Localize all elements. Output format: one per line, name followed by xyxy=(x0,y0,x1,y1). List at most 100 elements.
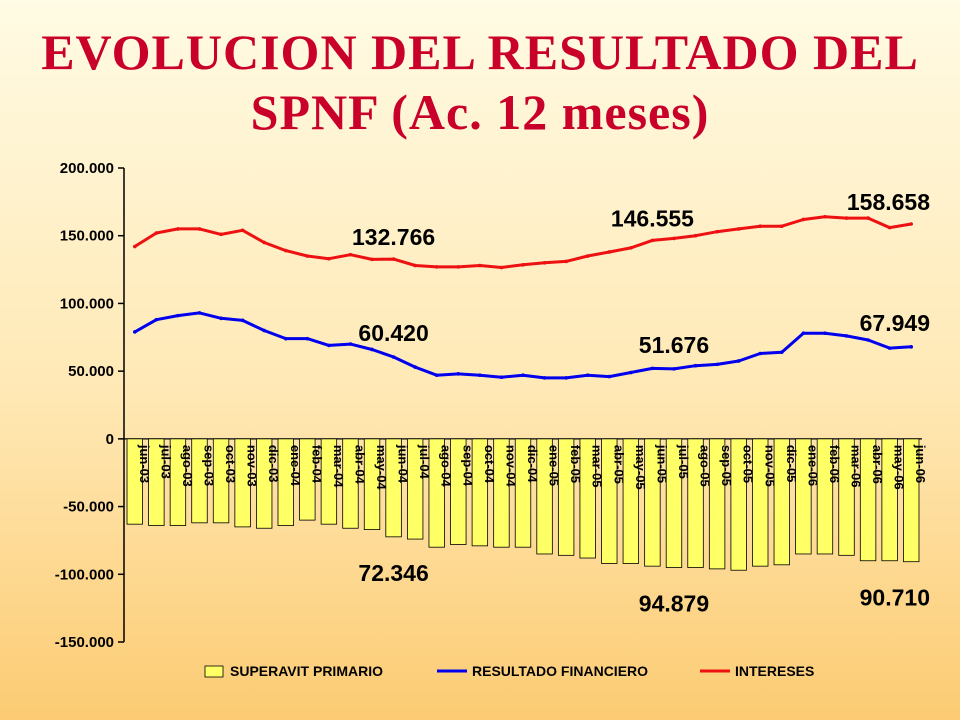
series-point xyxy=(305,336,310,341)
data-label: 94.879 xyxy=(639,591,709,617)
y-axis: 200.000 150.000 100.000 50.000 0 -50.000 -100.… xyxy=(55,160,922,651)
category-label: ene-06 xyxy=(805,445,820,486)
series-point xyxy=(866,338,870,342)
data-label: 132.766 xyxy=(352,224,435,250)
bar xyxy=(752,438,769,567)
series-point xyxy=(542,261,547,265)
series-point xyxy=(844,216,849,220)
bar xyxy=(881,438,898,562)
bar xyxy=(191,438,208,524)
series-point xyxy=(823,331,827,336)
series-point xyxy=(305,254,310,258)
series-point xyxy=(154,317,159,322)
series-point xyxy=(650,366,655,371)
category-label: ene-04 xyxy=(288,445,303,487)
series-point xyxy=(219,316,223,321)
category-label: ago-03 xyxy=(180,445,195,487)
series-point xyxy=(478,373,482,378)
bar xyxy=(493,438,510,548)
series-point xyxy=(887,346,892,350)
category-label: nov-05 xyxy=(762,445,777,487)
category-label: abr-06 xyxy=(870,445,885,484)
bar xyxy=(299,438,316,521)
category-label: sep-05 xyxy=(719,445,734,486)
category-labels: jun-03 jul-03 ago-03 sep-03 oct-03 nov-03 dic-… xyxy=(137,444,928,491)
bar xyxy=(557,438,575,556)
bar xyxy=(773,438,790,566)
series-point xyxy=(413,263,417,268)
category-label: may-04 xyxy=(374,445,389,491)
slide-title: EVOLUCION DEL RESULTADO DEL SPNF (Ac. 12… xyxy=(0,22,960,142)
series-point xyxy=(132,330,137,334)
title-line-2: SPNF (Ac. 12 meses) xyxy=(250,84,710,140)
series-point xyxy=(240,228,245,233)
series-point xyxy=(564,259,568,264)
series-point xyxy=(564,376,568,380)
bar xyxy=(212,438,230,524)
series-point xyxy=(693,363,698,368)
series-point xyxy=(434,373,439,378)
category-label: jun-03 xyxy=(137,444,152,483)
category-label: oct-03 xyxy=(223,445,238,483)
series-point xyxy=(542,376,547,380)
category-label: dic-04 xyxy=(525,445,540,483)
y-tick-label: 0 xyxy=(106,431,114,448)
series-point xyxy=(801,217,806,222)
series-point xyxy=(629,370,633,375)
category-label: mar-05 xyxy=(590,445,605,488)
series-point xyxy=(456,372,461,376)
bar xyxy=(514,438,532,548)
category-label: jul-05 xyxy=(676,444,691,479)
bar xyxy=(385,438,402,538)
bar xyxy=(148,438,165,526)
series-point xyxy=(909,222,914,226)
y-tick-label: 100.000 xyxy=(60,295,114,312)
category-label: ene-05 xyxy=(547,445,562,486)
series-point xyxy=(197,227,202,231)
series-point xyxy=(585,373,590,378)
data-label: 158.658 xyxy=(847,189,930,215)
series-point xyxy=(240,318,245,323)
series-point xyxy=(154,231,159,235)
series-point xyxy=(887,225,892,230)
series-point xyxy=(607,250,612,254)
series-point xyxy=(607,374,612,379)
series-point xyxy=(672,367,676,371)
series-point xyxy=(262,240,266,245)
data-label: 67.949 xyxy=(860,310,930,336)
series-point xyxy=(391,257,396,261)
series-point xyxy=(176,313,180,318)
bar xyxy=(859,438,877,562)
category-label: ago-05 xyxy=(698,445,713,487)
category-label: jun-05 xyxy=(654,444,669,483)
category-label: abr-05 xyxy=(611,445,626,484)
legend-label: INTERESES xyxy=(735,663,814,679)
series-point xyxy=(715,229,719,234)
category-label: jul-04 xyxy=(417,444,432,480)
bar xyxy=(816,438,834,555)
series-point xyxy=(629,246,633,250)
data-label: 90.710 xyxy=(860,585,930,611)
bar xyxy=(687,438,704,568)
series-point xyxy=(521,373,525,378)
bar xyxy=(708,438,726,570)
series-point xyxy=(456,265,461,269)
category-label: feb-04 xyxy=(309,445,324,484)
series-point xyxy=(132,244,137,249)
series-point xyxy=(909,345,914,349)
category-label: sep-03 xyxy=(201,445,216,486)
bar xyxy=(342,438,359,529)
bar xyxy=(256,438,273,529)
bar xyxy=(644,438,661,567)
bar xyxy=(579,438,596,559)
legend: SUPERAVIT PRIMARIO RESULTADO FINANCIERO IN… xyxy=(204,663,814,679)
series-point xyxy=(197,311,202,315)
series-point xyxy=(327,256,331,261)
series-point xyxy=(370,347,374,352)
bar-series-superavit xyxy=(126,438,920,571)
series-point xyxy=(736,359,741,363)
category-label: may-05 xyxy=(633,445,648,490)
category-label: jul-03 xyxy=(158,444,173,479)
series-point xyxy=(758,224,763,229)
bar xyxy=(450,438,467,545)
